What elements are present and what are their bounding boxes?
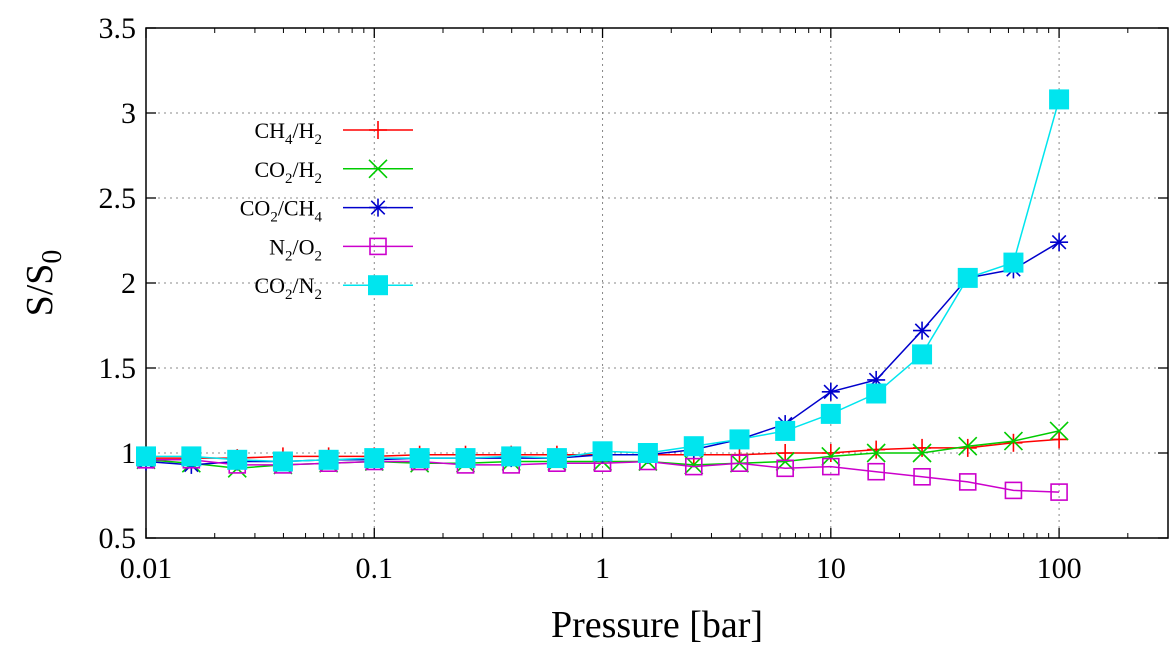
- data-point-co2-ch4: [1050, 233, 1069, 252]
- data-point-ch4-h2: [776, 444, 795, 462]
- data-point-n2-o2: [1050, 483, 1068, 501]
- data-point-co2-n2: [318, 449, 339, 470]
- data-point-co2-ch4: [821, 382, 840, 401]
- legend-marker: [369, 121, 387, 139]
- y-axis-label-sub: 0: [37, 250, 68, 264]
- data-point-co2-n2: [729, 429, 750, 450]
- data-point-co2-n2: [1049, 89, 1070, 110]
- y-axis-label: S/S0: [19, 250, 68, 317]
- data-point-ch4-h2: [913, 438, 932, 457]
- y-tick-label: 0.5: [99, 522, 137, 555]
- legend-marker: [369, 237, 387, 256]
- y-tick-label: 2.5: [99, 182, 137, 215]
- x-tick-label: 0.01: [120, 552, 173, 585]
- y-tick-label: 3: [121, 97, 136, 130]
- data-point-co2-n2: [181, 446, 202, 467]
- legend-entry-ch4-h2: CH4/H2: [254, 118, 413, 148]
- data-point-n2-o2: [730, 454, 749, 473]
- data-point-co2-n2: [957, 267, 978, 288]
- data-point-co2-n2: [683, 436, 704, 457]
- x-axis-label: Pressure [bar]: [551, 604, 763, 646]
- data-point-n2-o2: [1004, 481, 1023, 500]
- data-point-ch4-h2: [958, 438, 977, 457]
- data-point-co2-n2: [136, 446, 156, 467]
- y-tick-label: 1.5: [99, 352, 137, 385]
- data-point-co2-n2: [227, 449, 248, 470]
- data-point-co2-n2: [272, 451, 293, 472]
- data-point-n2-o2: [822, 457, 840, 476]
- data-point-co2-n2: [409, 448, 430, 469]
- data-point-co2-h2: [821, 446, 841, 466]
- data-point-co2-n2: [866, 383, 887, 404]
- data-point-co2-n2: [546, 448, 567, 469]
- data-point-co2-h2: [866, 443, 886, 463]
- series-co2-n2: [136, 89, 1070, 472]
- y-tick-label: 3.5: [99, 12, 137, 45]
- data-point-ch4-h2: [1050, 430, 1069, 449]
- legend-entry-co2-ch4: CO2/CH4: [240, 196, 413, 226]
- x-tick-label: 100: [1037, 552, 1082, 585]
- data-point-co2-n2: [1003, 252, 1024, 273]
- legend-label: CH4/H2: [254, 118, 322, 148]
- data-point-co2-n2: [912, 344, 933, 365]
- legend-label: N2/O2: [269, 234, 322, 264]
- data-point-co2-n2: [364, 448, 385, 469]
- data-point-n2-o2: [776, 459, 794, 478]
- series-line-n2-o2: [146, 459, 1060, 493]
- data-point-co2-n2: [501, 446, 522, 467]
- data-point-n2-o2: [913, 467, 931, 486]
- x-tick-label: 0.1: [356, 552, 394, 585]
- data-point-co2-n2: [455, 448, 476, 469]
- data-point-co2-n2: [592, 441, 613, 462]
- y-axis-label-main: S/S: [19, 264, 61, 317]
- data-point-co2-h2: [958, 436, 978, 456]
- data-point-co2-n2: [637, 443, 658, 463]
- legend-entry-co2-n2: CO2/N2: [254, 273, 413, 303]
- data-point-n2-o2: [684, 457, 703, 476]
- data-point-co2-h2: [1049, 421, 1069, 441]
- x-tick-label: 1: [595, 552, 610, 585]
- data-point-ch4-h2: [867, 440, 886, 459]
- data-point-co2-h2: [1003, 431, 1024, 451]
- x-tick-label: 10: [816, 552, 846, 585]
- data-point-co2-n2: [820, 403, 841, 424]
- data-point-n2-o2: [867, 462, 885, 481]
- data-point-ch4-h2: [1004, 433, 1023, 452]
- data-point-co2-n2: [775, 420, 796, 441]
- legend-entry-n2-o2: N2/O2: [269, 234, 413, 264]
- legend-label: CO2/CH4: [240, 196, 323, 226]
- legend-label: CO2/N2: [254, 273, 322, 303]
- data-point-n2-o2: [958, 473, 977, 491]
- ticks: 0.01 0.1 1 10 100 0.5 1 1.5 2 2.5 3 3.5: [99, 12, 1169, 585]
- y-tick-label: 1: [121, 437, 136, 470]
- y-tick-label: 2: [121, 267, 136, 300]
- data-point-co2-ch4: [913, 321, 932, 340]
- legend-marker: [368, 275, 388, 296]
- legend-label: CO2/H2: [254, 157, 322, 187]
- legend-marker: [369, 198, 387, 217]
- legend-entry-co2-h2: CO2/H2: [254, 157, 413, 187]
- legend-marker: [368, 159, 388, 179]
- data-point-co2-h2: [912, 443, 932, 463]
- legend: CH4/H2 CO2/H2 CO2/CH4 N2/O2 CO2/N2: [240, 118, 413, 303]
- series-layer: [136, 89, 1070, 501]
